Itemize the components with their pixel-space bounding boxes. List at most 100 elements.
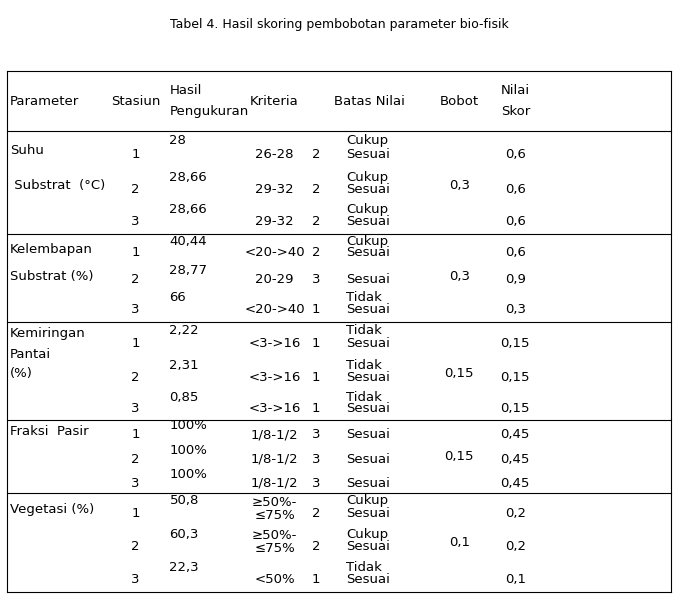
Text: 28,66: 28,66 [170, 203, 207, 216]
Text: Sesuai: Sesuai [346, 477, 390, 490]
Text: 29-32: 29-32 [256, 215, 294, 228]
Text: 50,8: 50,8 [170, 494, 199, 508]
Text: 0,1: 0,1 [505, 573, 525, 586]
Text: 0,45: 0,45 [500, 453, 530, 466]
Text: Sesuai: Sesuai [346, 273, 390, 286]
Text: Skor: Skor [500, 105, 530, 118]
Text: ≤75%: ≤75% [254, 509, 295, 522]
Text: 0,85: 0,85 [170, 391, 199, 403]
Text: Hasil: Hasil [170, 84, 202, 97]
Text: 3: 3 [132, 573, 140, 586]
Text: 2: 2 [312, 183, 321, 196]
Text: 0,15: 0,15 [500, 337, 530, 350]
Text: Kemiringan: Kemiringan [10, 327, 86, 340]
Text: 3: 3 [132, 215, 140, 228]
Text: Sesuai: Sesuai [346, 402, 390, 415]
Text: (%): (%) [10, 367, 33, 380]
Text: 2: 2 [132, 453, 140, 466]
Text: 0,3: 0,3 [449, 270, 470, 283]
Text: 2: 2 [312, 246, 321, 259]
Text: 2: 2 [312, 215, 321, 228]
Text: Fraksi  Pasir: Fraksi Pasir [10, 425, 89, 439]
Text: <20->40: <20->40 [244, 303, 305, 316]
Text: 1/8-1/2: 1/8-1/2 [251, 453, 298, 466]
Text: 0,15: 0,15 [445, 367, 474, 380]
Text: 1: 1 [132, 507, 140, 519]
Text: Kelembapan: Kelembapan [10, 243, 93, 256]
Text: 3: 3 [312, 477, 321, 490]
Text: 2,22: 2,22 [170, 324, 199, 337]
Text: Sesuai: Sesuai [346, 303, 390, 316]
Text: ≥50%-: ≥50%- [252, 529, 297, 542]
Text: 1: 1 [132, 428, 140, 441]
Text: 0,3: 0,3 [505, 303, 525, 316]
Text: Tidak: Tidak [346, 291, 382, 304]
Text: 1: 1 [312, 303, 321, 316]
Text: Cukup: Cukup [346, 528, 388, 540]
Text: 100%: 100% [170, 444, 207, 457]
Text: Kriteria: Kriteria [250, 95, 299, 108]
Text: Cukup: Cukup [346, 134, 388, 147]
Text: Sesuai: Sesuai [346, 428, 390, 441]
Text: Stasiun: Stasiun [111, 95, 160, 108]
Text: 3: 3 [312, 273, 321, 286]
Text: 2: 2 [132, 540, 140, 553]
Text: 3: 3 [132, 477, 140, 490]
Text: 3: 3 [132, 402, 140, 415]
Text: 1/8-1/2: 1/8-1/2 [251, 477, 298, 490]
Text: <50%: <50% [254, 573, 295, 586]
Text: Tidak: Tidak [346, 324, 382, 337]
Text: 1: 1 [132, 148, 140, 161]
Text: 22,3: 22,3 [170, 560, 199, 574]
Text: 1: 1 [132, 246, 140, 259]
Text: 2: 2 [312, 148, 321, 161]
Text: Sesuai: Sesuai [346, 148, 390, 161]
Text: Sesuai: Sesuai [346, 215, 390, 228]
Text: 1: 1 [312, 573, 321, 586]
Text: 28,66: 28,66 [170, 171, 207, 184]
Text: 0,2: 0,2 [505, 507, 525, 519]
Text: Parameter: Parameter [10, 95, 79, 108]
Text: <3->16: <3->16 [248, 371, 301, 384]
Text: Tidak: Tidak [346, 391, 382, 403]
Text: 0,15: 0,15 [500, 402, 530, 415]
Text: 40,44: 40,44 [170, 235, 207, 248]
Text: 0,1: 0,1 [449, 536, 470, 549]
Text: 26-28: 26-28 [256, 148, 294, 161]
Text: Sesuai: Sesuai [346, 540, 390, 553]
Text: Pantai: Pantai [10, 349, 52, 361]
Text: 2: 2 [312, 540, 321, 553]
Text: Tidak: Tidak [346, 359, 382, 372]
Text: 28,77: 28,77 [170, 264, 207, 277]
Text: 1: 1 [312, 337, 321, 350]
Text: 28: 28 [170, 134, 186, 147]
Text: Suhu: Suhu [10, 143, 44, 156]
Text: <3->16: <3->16 [248, 402, 301, 415]
Text: 20-29: 20-29 [256, 273, 294, 286]
Text: Vegetasi (%): Vegetasi (%) [10, 503, 94, 516]
Text: <20->40: <20->40 [244, 246, 305, 259]
Text: 1: 1 [132, 337, 140, 350]
Text: 0,6: 0,6 [505, 148, 525, 161]
Text: 2: 2 [132, 371, 140, 384]
Text: Cukup: Cukup [346, 171, 388, 184]
Text: <3->16: <3->16 [248, 337, 301, 350]
Text: 1: 1 [312, 371, 321, 384]
Text: Tabel 4. Hasil skoring pembobotan parameter bio-fisik: Tabel 4. Hasil skoring pembobotan parame… [170, 18, 508, 31]
Text: 60,3: 60,3 [170, 528, 199, 540]
Text: 66: 66 [170, 291, 186, 304]
Text: 3: 3 [312, 453, 321, 466]
Text: 3: 3 [312, 428, 321, 441]
Text: Sesuai: Sesuai [346, 371, 390, 384]
Text: Nilai: Nilai [501, 84, 530, 97]
Text: 0,2: 0,2 [505, 540, 525, 553]
Text: 100%: 100% [170, 419, 207, 433]
Text: Cukup: Cukup [346, 494, 388, 508]
Text: 0,15: 0,15 [500, 371, 530, 384]
Text: 3: 3 [132, 303, 140, 316]
Text: 100%: 100% [170, 468, 207, 481]
Text: Sesuai: Sesuai [346, 453, 390, 466]
Text: 0,45: 0,45 [500, 428, 530, 441]
Text: 0,9: 0,9 [505, 273, 525, 286]
Text: 2: 2 [132, 183, 140, 196]
